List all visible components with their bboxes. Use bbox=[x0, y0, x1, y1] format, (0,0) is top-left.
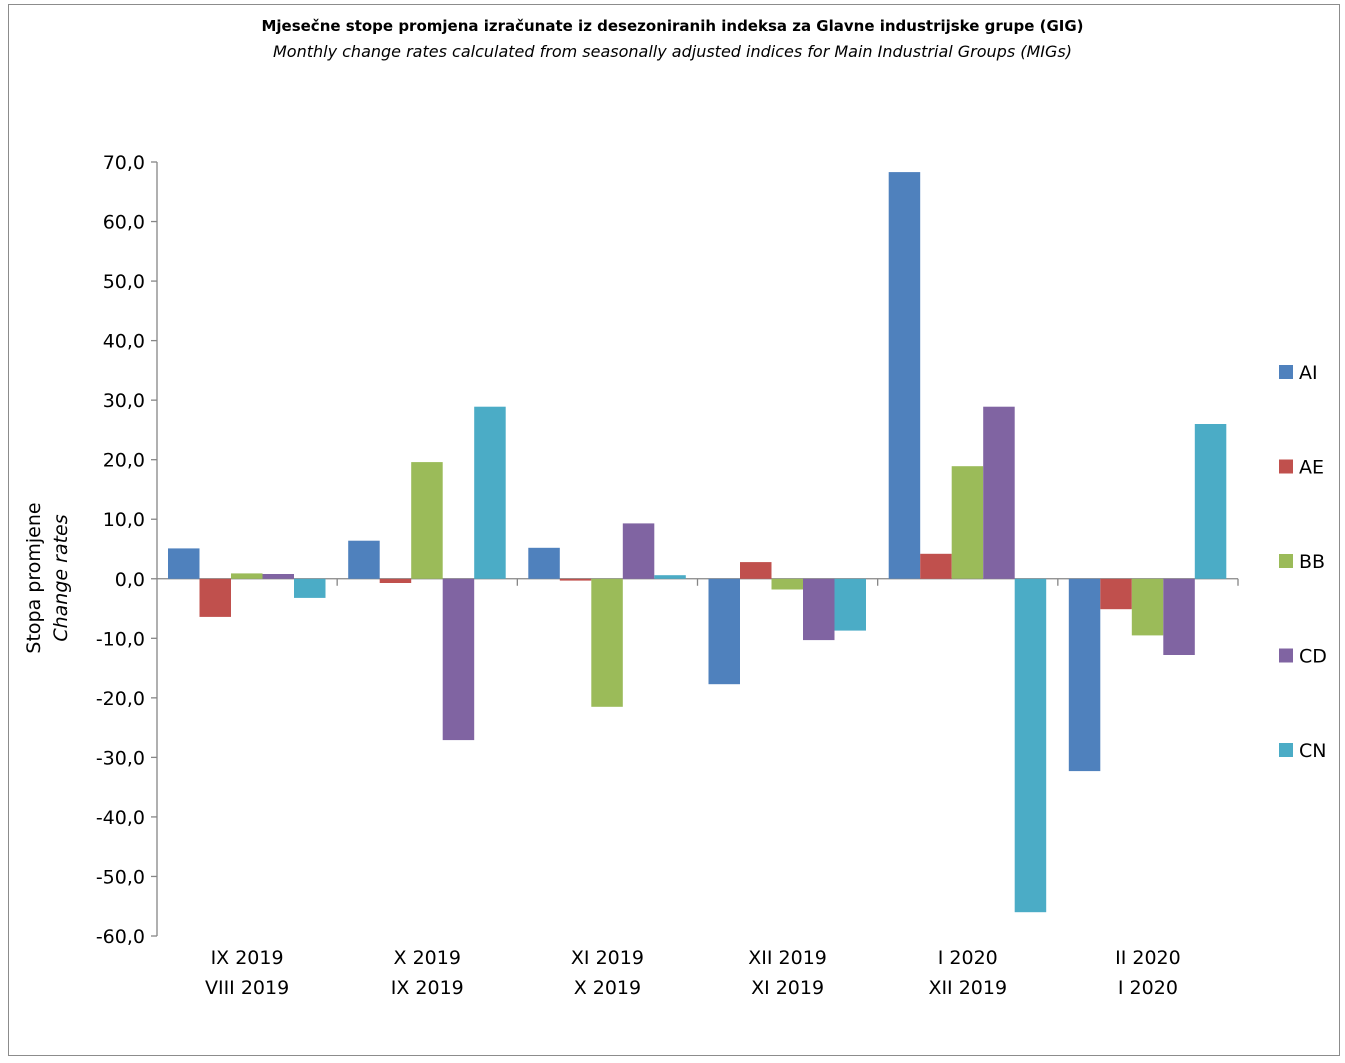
legend-item-ai: AI bbox=[1279, 362, 1318, 384]
x-category-labels: IX 2019 VIII 2019 X 2019 IX 2019 XI 2019 X 20… bbox=[205, 947, 1181, 999]
bar-ai bbox=[1068, 578, 1101, 772]
legend-swatch bbox=[1279, 648, 1293, 663]
legend-label: BB bbox=[1299, 551, 1325, 573]
bar-ae bbox=[379, 578, 412, 583]
bar-cn bbox=[834, 578, 866, 631]
bar-bb bbox=[231, 573, 263, 579]
legend-label: CD bbox=[1299, 646, 1327, 668]
bar-ae bbox=[199, 578, 231, 617]
chart-frame bbox=[8, 4, 1340, 1056]
bar-cd bbox=[983, 406, 1015, 579]
bar-cn bbox=[1194, 424, 1227, 579]
bar-cd bbox=[442, 578, 475, 741]
bar-cn bbox=[474, 406, 506, 579]
bar-cd bbox=[803, 578, 835, 641]
bar-ae bbox=[740, 562, 772, 579]
legend: AI AE BB CD CN bbox=[1279, 362, 1327, 762]
legend-swatch bbox=[1279, 554, 1293, 568]
bar-cn bbox=[654, 575, 686, 579]
legend-swatch bbox=[1279, 743, 1293, 757]
bar-bb bbox=[1131, 578, 1164, 636]
legend-item-ae: AE bbox=[1279, 457, 1324, 479]
bar-bb bbox=[411, 462, 443, 579]
y-tick-label: -50,0 bbox=[96, 866, 145, 888]
x-category-label: XI 2019 bbox=[571, 947, 644, 969]
bar-bb bbox=[951, 466, 984, 579]
chart-title: Mjesečne stope promjena izračunate iz de… bbox=[261, 17, 1084, 35]
y-tick-labels: 70,0 60,0 50,0 40,0 30,0 20,0 10,0 0,0 -10,0 -20,… bbox=[96, 152, 145, 948]
bar-ai bbox=[348, 540, 380, 579]
x-category-label: I 2020 bbox=[938, 947, 998, 969]
legend-label: AE bbox=[1299, 457, 1324, 479]
axes bbox=[151, 161, 1239, 937]
y-tick-label: -60,0 bbox=[96, 926, 145, 948]
bar-ai bbox=[708, 578, 740, 685]
bar-cn bbox=[294, 578, 326, 598]
legend-item-cd: CD bbox=[1279, 646, 1327, 668]
y-tick-label: -10,0 bbox=[96, 628, 145, 650]
bar-bb bbox=[771, 578, 803, 590]
bar-bb bbox=[591, 578, 623, 707]
bar-ae bbox=[1100, 578, 1132, 610]
bar-cn bbox=[1014, 578, 1047, 913]
legend-swatch bbox=[1279, 365, 1293, 379]
y-tick-label: 60,0 bbox=[103, 212, 145, 234]
x-category-label: IX 2019 bbox=[211, 947, 284, 969]
y-tick-label: -20,0 bbox=[96, 688, 145, 710]
x-category-label: XII 2019 bbox=[928, 977, 1007, 999]
x-category-label: X 2019 bbox=[574, 977, 641, 999]
x-category-label: XI 2019 bbox=[751, 977, 824, 999]
y-tick-label: -30,0 bbox=[96, 747, 145, 769]
x-category-label: VIII 2019 bbox=[205, 977, 289, 999]
y-tick-label: 50,0 bbox=[103, 271, 145, 293]
bar-cd bbox=[1163, 578, 1195, 655]
y-tick-label: 40,0 bbox=[103, 331, 145, 353]
x-category-label: XII 2019 bbox=[748, 947, 827, 969]
y-tick-label: 70,0 bbox=[103, 152, 145, 174]
chart-subtitle: Monthly change rates calculated from sea… bbox=[272, 42, 1072, 61]
legend-item-bb: BB bbox=[1279, 551, 1325, 573]
x-category-label: IX 2019 bbox=[391, 977, 464, 999]
x-category-label: X 2019 bbox=[394, 947, 461, 969]
bar-ai bbox=[168, 548, 200, 579]
y-axis-label-english: Change rates bbox=[50, 514, 72, 641]
y-axis-label: Stopa promjene Change rates bbox=[23, 502, 72, 653]
legend-label: CN bbox=[1299, 740, 1326, 762]
y-tick-label: 10,0 bbox=[103, 509, 145, 531]
legend-item-cn: CN bbox=[1279, 740, 1326, 762]
y-tick-label: 20,0 bbox=[103, 450, 145, 472]
bar-ai bbox=[528, 547, 560, 579]
legend-label: AI bbox=[1299, 362, 1318, 384]
y-axis-label-main: Stopa promjene bbox=[23, 502, 45, 653]
x-category-label: II 2020 bbox=[1115, 947, 1181, 969]
y-tick-label: -40,0 bbox=[96, 807, 145, 829]
bar-ae bbox=[920, 553, 952, 579]
y-tick-label: 30,0 bbox=[103, 390, 145, 412]
y-tick-label: 0,0 bbox=[115, 569, 145, 591]
bar-ai bbox=[888, 172, 921, 579]
bar-ae bbox=[559, 578, 592, 581]
bar-cd bbox=[622, 523, 655, 579]
x-category-label: I 2020 bbox=[1118, 977, 1178, 999]
legend-swatch bbox=[1279, 459, 1293, 474]
bars bbox=[168, 172, 1227, 913]
bar-cd bbox=[262, 574, 294, 579]
